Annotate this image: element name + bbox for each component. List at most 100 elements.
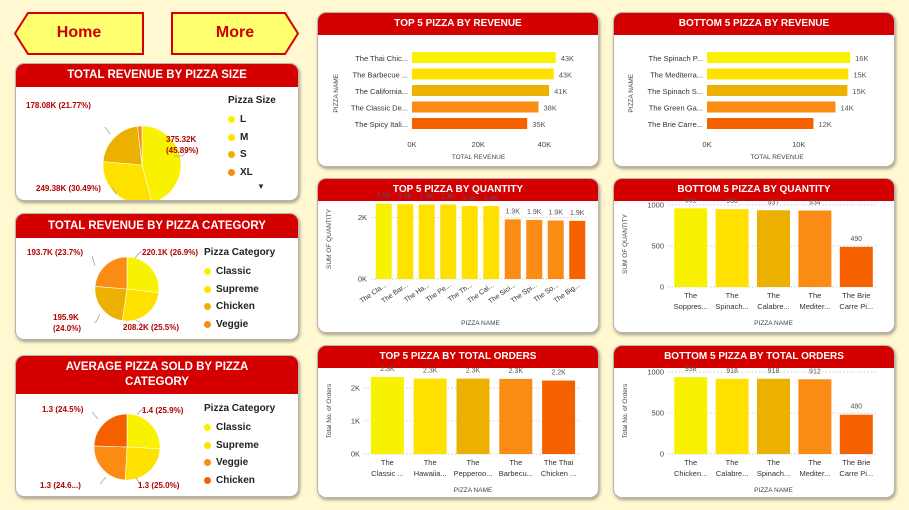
bar-value-label: 1.9K [527,209,542,216]
x-axis-title: TOTAL REVENUE [452,154,506,161]
legend-scroll-down-icon[interactable]: ▼ [257,182,265,191]
y-tick-label: 0K [358,275,367,284]
pie-data-label: 208.2K (25.5%) [123,323,179,332]
bar-value-label: 2.3K [509,368,524,375]
bar-category-label: The [767,458,780,467]
bar [674,208,708,287]
bar-value-label: 2.3K [423,368,438,375]
bar-value-label: 2.2K [551,370,566,377]
revenue-by-size-card: TOTAL REVENUE BY PIZZA SIZE 375.32K (45.8… [15,63,299,201]
bar-value-label: 2.3K [380,366,395,373]
card-title: TOP 5 PIZZA BY REVENUE [318,13,598,35]
bar-category-label: The Brie [842,291,870,300]
bar-value-label: 14K [840,104,853,113]
revenue-by-category-pie: 220.1K (26.9%) 208.2K (25.5%) 195.9K (24.0%… [27,248,198,333]
legend-label: Supreme [216,283,259,295]
legend-dot [228,116,235,124]
bar [715,378,749,454]
legend-dot [204,320,211,328]
bar [839,414,873,454]
legend-item: Veggie [204,454,275,472]
bar-category-label: Mediter... [799,469,830,478]
bottom-orders-chart: Total No. of Orders PIZZA NAME 0 500 1000 938… [622,366,877,494]
bar-value-label: 16K [855,54,868,63]
bar-category-label: Carre Pi... [839,302,873,311]
x-tick-label: 0K [407,140,416,149]
pie-leader-line [104,126,111,135]
y-tick-label: 1000 [647,201,664,210]
pie-leader-line [135,319,143,325]
bar-category-label: The [726,458,739,467]
y-tick-label: 0K [351,450,360,459]
legend-dot [228,133,235,141]
pie-data-label: 1.4 (25.9%) [142,406,184,415]
legend-label: Classic [216,422,252,434]
bar-value-label: 918 [768,368,780,375]
bar-category-label: Spinach... [715,302,748,311]
pie-leader-line [94,313,101,323]
top-quantity-card: TOP 5 PIZZA BY QUANTITY SUM OF QUANTITY P… [317,178,599,333]
bar-category-label: Calabre... [716,469,749,478]
legend-item: Classic [204,263,275,281]
legend-item: L [228,111,276,129]
legend-title: Pizza Category [204,247,276,258]
bar-category-label: Spinach... [757,469,790,478]
bar-value-label: 480 [850,404,862,411]
pie-slice [121,288,160,322]
bar [413,378,447,454]
more-button[interactable]: More [171,12,299,55]
bar [707,118,814,129]
pie-slice [93,445,128,481]
bar-value-label: 934 [809,200,821,207]
pie-leader-line [99,476,107,485]
bar-category-label: The Brie [842,458,870,467]
x-axis-title: PIZZA NAME [461,320,500,327]
bar-category-label: The [684,458,697,467]
bar [412,68,554,80]
bar-category-label: The [467,458,480,467]
x-tick-label: 10K [792,140,805,149]
bar [757,210,790,287]
legend-title: Pizza Category [204,403,276,414]
avg-sold-by-category-card: AVERAGE PIZZA SOLD BY PIZZA CATEGORY 1.4… [15,355,299,497]
bottom-revenue-chart: PIZZA NAME TOTAL REVENUE The Spinach P... 1… [628,52,869,161]
bar-value-label: 2.4K [398,193,413,200]
x-axis-title: PIZZA NAME [754,487,793,494]
card-title: BOTTOM 5 PIZZA BY REVENUE [614,13,894,35]
bar [370,376,404,454]
bottom-quantity-chart: SUM OF QUANTITY PIZZA NAME 0 500 1000 961 The S… [622,197,877,327]
bar [715,209,749,287]
pie-slice [94,286,128,321]
legend-label: M [240,131,249,143]
legend-item: Chicken [204,298,275,316]
bar [757,378,790,454]
pie-slice [102,161,152,200]
x-axis-title: PIZZA NAME [754,320,793,327]
bar [547,220,564,279]
y-tick-label: 2K [351,383,360,392]
bar [499,378,533,454]
pie-slice [126,413,161,450]
more-button-label: More [215,24,255,41]
pie-slice [94,256,128,290]
legend-title: Pizza Size [228,95,276,106]
y-axis-title: Total No. of Orders [622,383,629,438]
bar [707,52,851,63]
x-axis-title: TOTAL REVENUE [750,154,804,161]
bar-value-label: 41K [554,87,567,96]
card-title: BOTTOM 5 PIZZA BY TOTAL ORDERS [614,346,894,368]
bar-value-label: 1.9K [506,208,521,215]
bar-category-label: The Spinach S... [648,87,703,96]
bar-category-label: Classic ... [371,469,404,478]
revenue-by-category-card: TOTAL REVENUE BY PIZZA CATEGORY 220.1K (… [15,213,299,340]
pie-leader-line [91,255,96,267]
bar-value-label: 2.4K [420,194,435,201]
top-orders-chart: Total No. of Orders PIZZA NAME 0K 1K 2K 2.3K T… [326,366,580,494]
bar-category-label: The Brie Carre... [648,120,703,129]
y-tick-label: 1000 [647,368,664,377]
y-tick-label: 500 [651,409,664,418]
legend-label: Chicken [216,474,255,486]
home-button[interactable]: Home [14,12,144,55]
pie-leader-line [91,411,99,420]
bottom-orders-card: BOTTOM 5 PIZZA BY TOTAL ORDERS Total No.… [613,345,895,498]
